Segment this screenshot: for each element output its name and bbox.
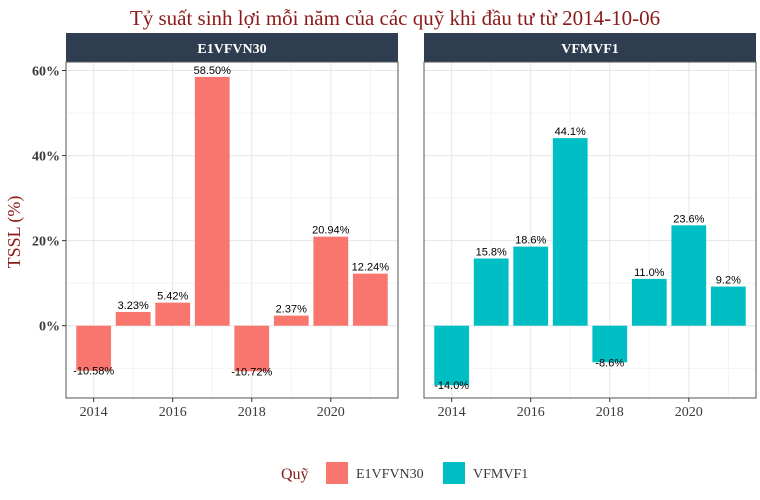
bar [155,302,191,326]
x-tick-label: 2016 [517,405,545,420]
bar [552,138,588,326]
data-label: 23.6% [673,213,704,225]
x-tick-label: 2014 [438,405,466,420]
x-tick-label: 2016 [159,405,187,420]
legend-title: Quỹ [281,466,309,483]
bar [592,325,628,363]
chart-title: Tỷ suất sinh lợi mỗi năm của các quỹ khi… [130,6,660,30]
x-tick-label: 2020 [675,405,703,420]
strip-label: VFMVF1 [561,42,619,57]
data-label: -10.72% [231,366,272,378]
bar [194,76,230,326]
y-axis-label: TSSL (%) [4,196,25,269]
bar [513,246,549,326]
data-label: 15.8% [476,246,507,258]
data-label: 11.0% [634,267,665,279]
bar [273,315,309,326]
bar [115,311,151,326]
data-label: 5.42% [157,291,188,303]
legend: Quỹ E1VFVN30 VFMVF1 [281,462,528,484]
y-tick-label: 0% [39,320,60,335]
strip-header [66,33,398,62]
data-label: -10.58% [73,366,114,378]
x-tick-label: 2014 [80,405,108,420]
data-label: -8.6% [595,357,624,369]
data-label: 20.94% [312,225,350,237]
y-tick-label: 20% [32,235,60,250]
x-tick-label: 2020 [317,405,345,420]
data-label: 2.37% [276,304,307,316]
bar [434,325,470,386]
bar [76,325,112,371]
legend-swatch-e1vfvn30 [326,462,348,484]
legend-label-e1vfvn30: E1VFVN30 [356,467,424,482]
data-label: 9.2% [716,275,741,287]
bar [710,286,746,326]
bar [234,325,270,372]
data-label: 12.24% [352,262,390,274]
data-label: 44.1% [555,126,586,138]
x-tick-label: 2018 [238,405,266,420]
facet-panels: E1VFVN30 -10.58% 3.23% 5.42% 58.50% -10.72% 2.… [32,33,757,420]
x-tick-label: 2018 [596,405,624,420]
panel-e1vfvn30: E1VFVN30 -10.58% 3.23% 5.42% 58.50% -10.72% 2.… [32,33,399,420]
bar [631,278,667,326]
legend-swatch-vfmvf1 [443,462,465,484]
data-label: 3.23% [118,300,149,312]
y-tick-label: 40% [32,150,60,165]
strip-header [424,33,756,62]
y-tick-label: 60% [32,65,60,80]
bar [473,258,509,326]
bar [313,236,349,326]
data-label: 58.50% [194,65,232,77]
data-label: -14.0% [434,380,469,392]
panel-vfmvf1: VFMVF1 -14.0% 15.8% 18.6% 44.1% -8.6% 11.0% 23.… [423,33,757,420]
strip-label: E1VFVN30 [197,42,266,57]
panel-border [65,61,399,399]
bar [671,225,707,326]
legend-label-vfmvf1: VFMVF1 [473,467,528,482]
data-label: 18.6% [515,235,546,247]
panel-border [423,61,757,399]
bar [352,273,388,326]
